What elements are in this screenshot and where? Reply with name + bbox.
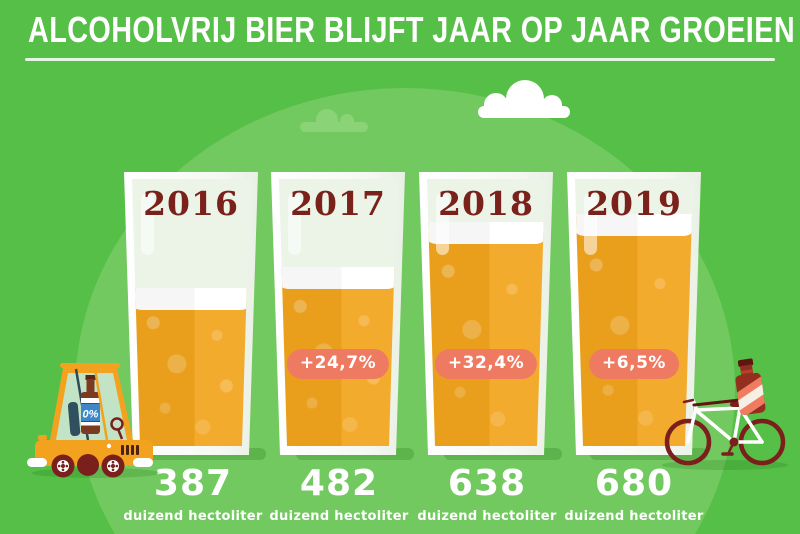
handlebar bbox=[682, 398, 695, 404]
car-with-bottle-icon: 0% bbox=[27, 363, 153, 478]
beer-glass-2019: 2019 +6,5% bbox=[567, 172, 701, 455]
beer-glass-2018: 2018 +32,4% bbox=[419, 172, 553, 455]
year-label: 2019 bbox=[586, 184, 682, 223]
title-divider bbox=[25, 58, 775, 61]
bottle-zero-percent-label: 0% bbox=[83, 409, 99, 421]
beer-foam bbox=[279, 267, 397, 289]
front-wheel bbox=[101, 454, 125, 478]
value-number: 387 bbox=[153, 463, 233, 504]
cabin-belt bbox=[93, 368, 109, 441]
year-label: 2016 bbox=[143, 184, 239, 223]
growth-badge: +24,7% bbox=[287, 349, 389, 379]
door-handle bbox=[106, 443, 112, 449]
value-unit: duizend hectoliter bbox=[417, 508, 557, 524]
year-label: 2017 bbox=[290, 184, 386, 223]
car-seat bbox=[67, 401, 81, 437]
growth-badge: +6,5% bbox=[589, 349, 679, 379]
beer-glass-2017: 2017 +24,7% bbox=[271, 172, 405, 455]
value-2019: 680 duizend hectoliter bbox=[549, 464, 719, 524]
rear-wheel bbox=[51, 454, 75, 478]
car-roof bbox=[60, 363, 120, 368]
glass-interior bbox=[132, 179, 250, 446]
beer-bottle-in-car: 0% bbox=[81, 375, 100, 434]
glass-interior bbox=[575, 179, 693, 446]
cloud-large-icon bbox=[478, 80, 570, 118]
beer-foam bbox=[132, 288, 250, 310]
beer-fill bbox=[132, 288, 250, 446]
bottle-arm bbox=[692, 398, 742, 407]
beer-fill bbox=[427, 222, 545, 446]
beer-glass-2016: 2016 bbox=[124, 172, 258, 455]
cloud-small-icon bbox=[300, 109, 368, 132]
car-grille bbox=[121, 445, 139, 455]
front-bumper bbox=[133, 458, 153, 467]
glass-interior bbox=[427, 179, 545, 446]
car-shadow bbox=[32, 468, 160, 478]
steering-wheel bbox=[110, 417, 124, 440]
value-unit: duizend hectoliter bbox=[123, 508, 263, 524]
pedal-arm bbox=[726, 440, 736, 456]
year-label: 2018 bbox=[438, 184, 534, 223]
value-number: 638 bbox=[447, 463, 527, 504]
bicycle-frame bbox=[686, 398, 764, 444]
bottle-on-bicycle-icon bbox=[664, 358, 786, 466]
value-2017: 482 duizend hectoliter bbox=[254, 464, 424, 524]
glass-shine bbox=[288, 193, 301, 255]
value-2018: 638 duizend hectoliter bbox=[402, 464, 572, 524]
value-number: 482 bbox=[299, 463, 379, 504]
glass-shine bbox=[584, 193, 597, 255]
page-title: ALCOHOLVRIJ BIER BLIJFT JAAR OP JAAR GRO… bbox=[28, 9, 796, 50]
growth-badge: +32,4% bbox=[435, 349, 537, 379]
wheel-arch bbox=[77, 454, 99, 476]
glass-shine bbox=[141, 193, 154, 255]
value-unit: duizend hectoliter bbox=[269, 508, 409, 524]
value-unit: duizend hectoliter bbox=[564, 508, 704, 524]
value-number: 680 bbox=[594, 463, 674, 504]
bike-shadow bbox=[662, 460, 788, 470]
beer-bottle-rider bbox=[734, 358, 767, 416]
bottle-label bbox=[81, 404, 100, 421]
value-2016: 387 duizend hectoliter bbox=[108, 464, 278, 524]
bicycle-wheels bbox=[664, 418, 786, 466]
glass-shine bbox=[436, 193, 449, 255]
car-mirror bbox=[38, 435, 47, 440]
rear-bumper bbox=[27, 458, 47, 467]
